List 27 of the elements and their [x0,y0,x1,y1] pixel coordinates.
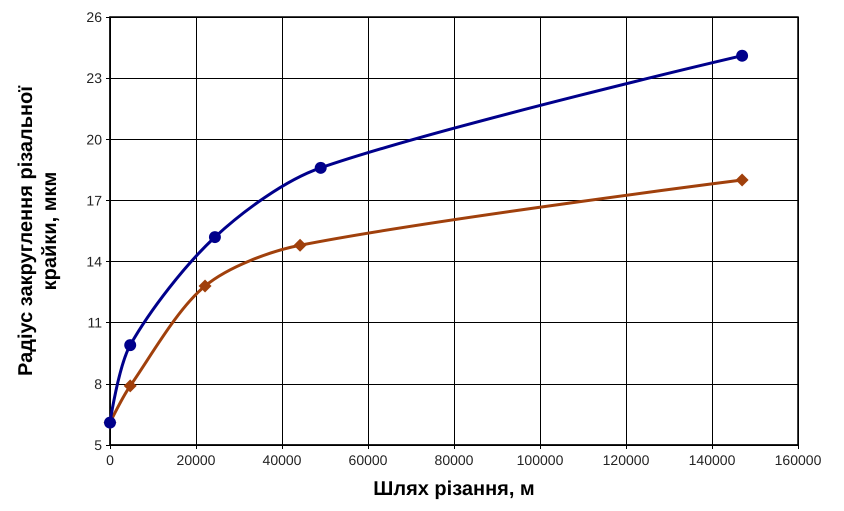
x-tick-label: 160000 [774,452,822,468]
point [124,379,137,392]
x-tick-label: 140000 [688,452,736,468]
y-tick-label: 14 [86,254,102,270]
x-tick-label: 100000 [516,452,564,468]
x-tick-label: 120000 [602,452,650,468]
y-tick-label: 23 [86,70,102,86]
point [198,280,212,293]
x-tick-label: 20000 [176,452,216,468]
point [124,339,136,352]
y-tick-label: 17 [86,192,102,208]
point [736,174,749,187]
y-tick-label: 11 [87,314,102,331]
point [314,162,327,174]
point [736,50,748,62]
x-tick-label: 40000 [262,452,302,468]
y-tick-label: 20 [86,131,102,148]
x-tick-label: 80000 [434,452,474,468]
y-tick-label: 8 [94,376,102,392]
point [208,231,221,244]
x-tick-label: 0 [106,452,114,468]
x-tick-label: 60000 [348,452,388,468]
point [294,238,307,252]
y-tick-label: 5 [94,437,102,453]
x-axis-title: Шлях різання, м [373,478,535,500]
y-axis-title: Радіус закруглення різальної крайки, мкм [15,86,61,376]
y-tick-label: 26 [86,9,102,25]
